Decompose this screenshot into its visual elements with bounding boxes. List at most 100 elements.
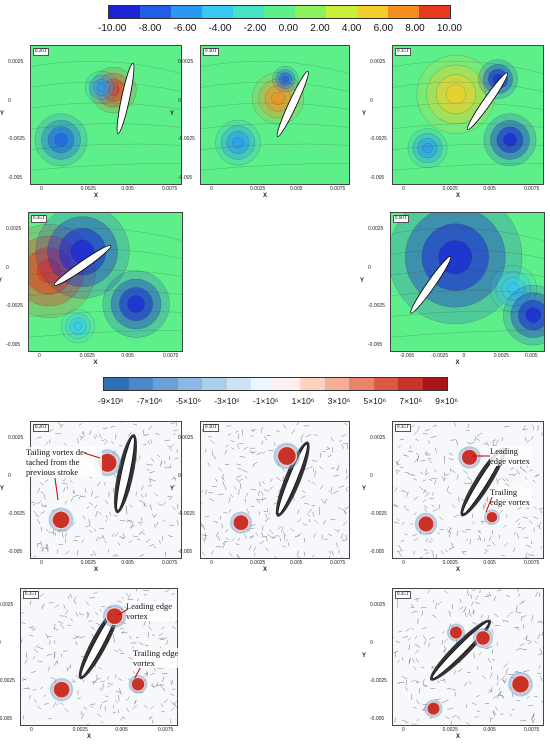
vorticity-colorbar-tick-label: -1×10⁶	[252, 396, 279, 406]
vortex-core	[106, 608, 123, 624]
pressure-colorbar-swatch	[109, 6, 140, 18]
vorticity-panel-4-xlabel: X	[87, 734, 92, 740]
pressure-panel-4-ytick: 0.0025	[6, 226, 22, 232]
pressure-panel-5-xtick: -0.005	[400, 353, 415, 359]
vorticity-panel-4-ytick: -0.005	[0, 716, 13, 722]
vorticity-panel-2-xlabel: X	[263, 567, 268, 573]
vorticity-panel-3-ytick: 0.0025	[370, 435, 386, 441]
pressure-panel-5-xtick: 0.005	[525, 353, 538, 359]
annotation-trailing-edge-vortex-1: Trailing edge vortex	[490, 487, 532, 507]
vortex-core	[462, 449, 477, 465]
vorticity-panel-5-plot: 0.45T	[392, 588, 544, 726]
pressure-panel-2-xtick: 0.0075	[330, 186, 346, 192]
pressure-panel-5-plot: 0.60T	[390, 212, 545, 352]
vorticity-panel-1-ytick: -0.0025	[8, 511, 25, 517]
vorticity-colorbar-swatch	[398, 378, 423, 390]
wing-section	[276, 70, 309, 137]
vorticity-panel-5-xtick: 0.0025	[442, 727, 458, 733]
vortex-core	[53, 681, 70, 698]
pressure-panel-2-xtick: 0	[210, 186, 213, 192]
pressure-colorbar-swatch	[388, 6, 419, 18]
vortex-core	[52, 511, 70, 529]
pressure-panel-2-ytick: 0	[178, 97, 181, 104]
vorticity-panel-2-ytick: -0.0025	[178, 511, 195, 517]
pressure-panel-1-ylabel: Y	[0, 111, 5, 117]
vortex-core	[512, 675, 529, 693]
pressure-panel-5-time-tag: 0.60T	[393, 215, 409, 223]
vorticity-panel-1-xtick: 0.0075	[162, 560, 178, 566]
vorticity-panel-3-ytick: 0	[370, 473, 373, 479]
pressure-panel-3-xtick: 0.0075	[524, 186, 540, 192]
pressure-panel-5-xlabel: X	[455, 360, 460, 366]
vorticity-panel-2-ytick: 0	[178, 473, 181, 479]
pressure-panel-2-ylabel: Y	[170, 111, 175, 117]
pressure-panel-5-ytick: 0.0025	[368, 226, 384, 232]
vorticity-panel-4-xtick: 0.005	[115, 727, 128, 733]
vorticity-panel-4-xtick: 0.0075	[158, 727, 174, 733]
pressure-panel-4-xtick: 0	[38, 353, 41, 359]
pressure-panel-2-xtick: 0.0025	[250, 186, 266, 192]
pressure-panel-3-ytick: -0.0025	[370, 136, 387, 143]
pressure-panel-4-plot: 0.45T	[28, 212, 183, 352]
vorticity-colorbar-tick-label: 5×10⁶	[363, 396, 387, 406]
pressure-panel-5-ytick: -0.005	[368, 342, 383, 348]
vorticity-colorbar-swatch	[275, 378, 300, 390]
pressure-panel-4-ylabel: Y	[0, 278, 3, 284]
vorticity-panel-1-xtick: 0.0025	[80, 560, 96, 566]
wing-section	[116, 62, 135, 134]
vorticity-panel-4-ytick: 0	[0, 640, 1, 646]
vorticity-panel-1-ytick: 0	[8, 473, 11, 479]
pressure-colorbar-swatch	[202, 6, 233, 18]
pressure-panel-1-ytick: 0	[8, 97, 11, 104]
vortex-core	[486, 511, 498, 523]
vorticity-panel-5-ytick: -0.005	[370, 716, 385, 722]
vorticity-panel-4-time-tag: 0.35T	[23, 591, 39, 599]
vorticity-colorbar-tick-label: -9×10⁶	[98, 396, 124, 406]
vorticity-panel-2-xtick: 0	[210, 560, 213, 566]
vorticity-panel-1-xtick: 0.005	[121, 560, 134, 566]
vortex-core	[131, 677, 145, 691]
vorticity-panel-3-xtick: 0.005	[483, 560, 496, 566]
vorticity-panel-1-ylabel: Y	[0, 486, 5, 492]
pressure-colorbar-swatch	[140, 6, 171, 18]
vorticity-colorbar-swatch	[300, 378, 325, 390]
velocity-vectors	[393, 589, 543, 725]
vorticity-colorbar-labels: -9×10⁶ -7×10⁶ -5×10⁶ -3×10⁶ -1×10⁶ 1×10⁶ 3×10⁶…	[98, 396, 458, 406]
vorticity-colorbar-swatch	[153, 378, 178, 390]
vorticity-panel-4-ytick: -0.0025	[0, 678, 15, 684]
pressure-panel-1-xtick: 0.0025	[80, 186, 96, 192]
pressure-panel-5-ytick: -0.0025	[368, 303, 385, 310]
vortex-core	[98, 453, 117, 472]
pressure-colorbar-swatch	[171, 6, 202, 18]
annotation-trailing-edge-vortex-2: Trailing edge vortex	[133, 648, 181, 668]
vorticity-panel-2-xtick: 0.005	[290, 560, 303, 566]
pressure-panel-4-xtick: 0.0025	[79, 353, 95, 359]
pressure-panel-4-xtick: 0.005	[121, 353, 134, 359]
pressure-colorbar-swatch	[264, 6, 295, 18]
vortex-core	[427, 702, 440, 715]
vorticity-panel-1-ytick: -0.005	[8, 549, 23, 555]
vorticity-panel-3-ylabel: Y	[362, 486, 367, 492]
vorticity-panel-2-ylabel: Y	[170, 486, 175, 492]
pressure-panel-5-ytick: 0	[368, 264, 371, 271]
vortex-core	[418, 516, 434, 532]
pressure-panel-2-time-tag: 0.30T	[203, 48, 219, 56]
pressure-colorbar-tick-label: -2.00	[243, 23, 267, 34]
pressure-panel-5-ylabel: Y	[360, 278, 365, 284]
pressure-colorbar-swatch	[326, 6, 357, 18]
vorticity-colorbar-swatch	[202, 378, 227, 390]
vorticity-colorbar-tick-label: -3×10⁶	[214, 396, 240, 406]
vorticity-colorbar-tick-label: -5×10⁶	[175, 396, 201, 406]
pressure-panel-2-xlabel: X	[263, 193, 268, 199]
wing-section	[277, 444, 308, 515]
pressure-panel-4-xlabel: X	[93, 360, 98, 366]
pressure-colorbar-swatch	[233, 6, 264, 18]
vorticity-colorbar-swatch	[104, 378, 129, 390]
vorticity-panel-5-xlabel: X	[456, 734, 461, 740]
pressure-panel-1-plot: 0.26T	[30, 45, 182, 185]
vorticity-panel-4-xtick: 0.0025	[72, 727, 88, 733]
vorticity-panel-3-ytick: -0.0025	[370, 511, 387, 517]
pressure-panel-1-ytick: 0.0025	[8, 59, 24, 65]
vorticity-colorbar-swatch	[128, 378, 153, 390]
vorticity-panel-2-time-tag: 0.30T	[203, 424, 219, 432]
